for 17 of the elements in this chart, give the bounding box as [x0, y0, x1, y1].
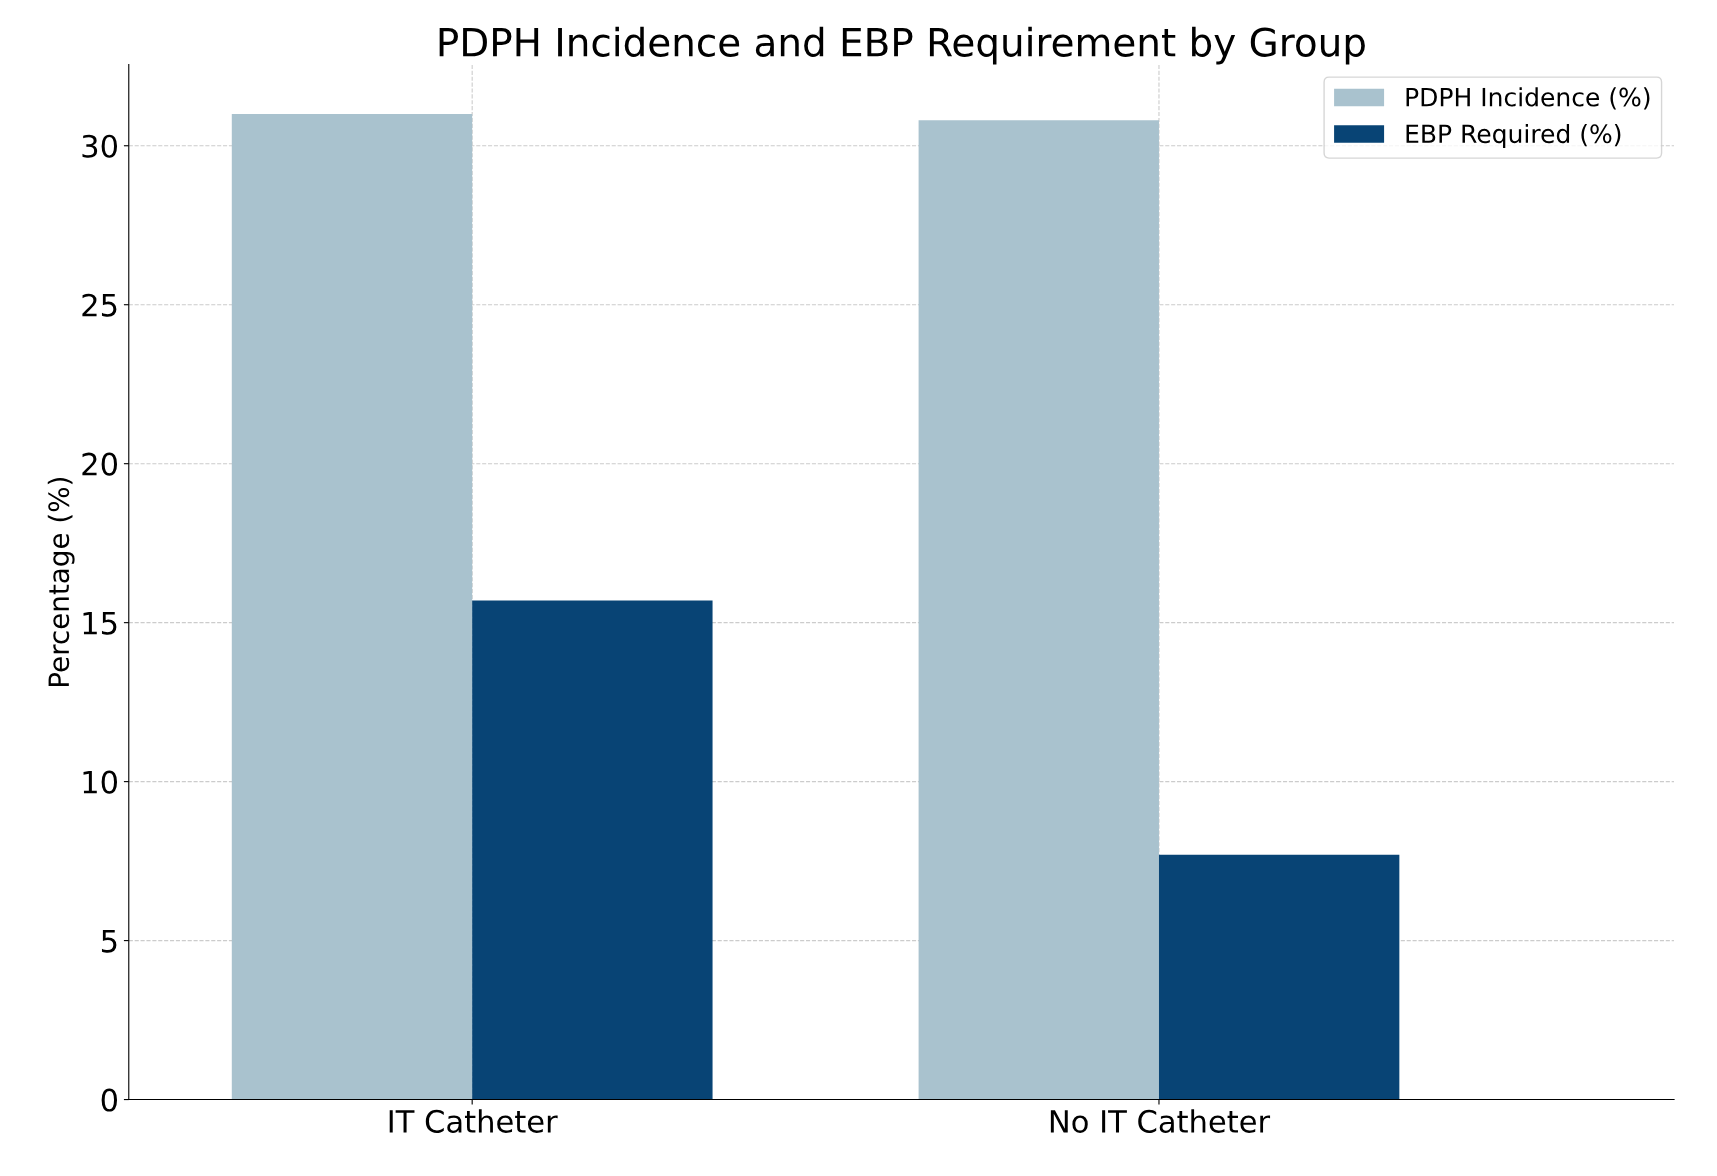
y-tick-label: 0: [101, 1088, 118, 1112]
x-tick-label: No IT Catheter: [1050, 1109, 1271, 1133]
bar: [231, 113, 473, 1100]
x-tick-label: IT Catheter: [389, 1109, 558, 1133]
y-axis-title: Percentage (%): [47, 477, 75, 686]
y-tick-label: 25: [82, 293, 117, 317]
bar: [472, 600, 713, 1100]
y-tick-label: 5: [101, 929, 117, 953]
legend-label: EBP Required (%): [1406, 123, 1621, 149]
y-tick-label: 30: [82, 134, 118, 158]
legend-label: PDPH Incidence (%): [1406, 87, 1650, 110]
y-tick-label: 15: [83, 611, 117, 635]
y-tick-label: 20: [82, 452, 118, 476]
bar: [918, 120, 1159, 1100]
chart-title: PDPH Incidence and EBP Requirement by Group: [439, 26, 1365, 65]
bar: [1158, 854, 1400, 1100]
y-tick-label: 10: [83, 770, 118, 794]
